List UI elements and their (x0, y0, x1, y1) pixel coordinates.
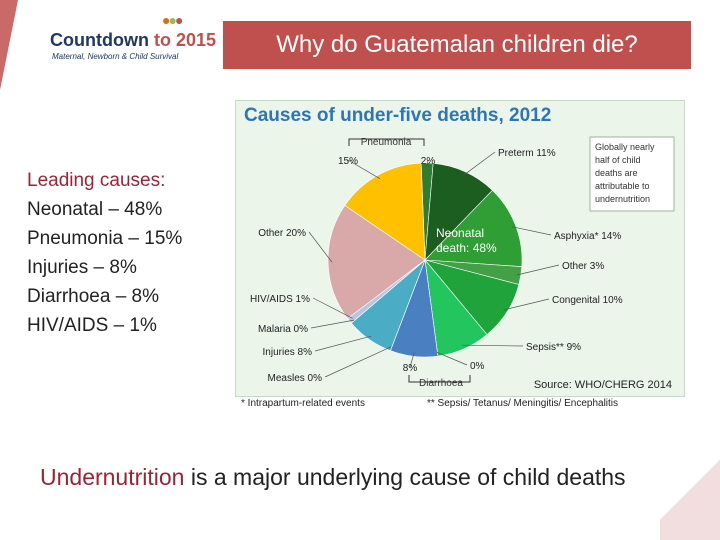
slice-label: Malaria 0% (258, 324, 308, 335)
undernutrition-statement: Undernutrition is a major underlying cau… (40, 460, 680, 494)
corner-decoration-bottom (660, 440, 720, 540)
chart-panel: Causes of under-five deaths, 2012 Pneumo… (235, 100, 685, 397)
leader-line (347, 159, 381, 179)
leading-cause-item: Neonatal – 48% (27, 199, 163, 220)
chart-source: Source: WHO/CHERG 2014 (534, 379, 672, 391)
leader-line (511, 226, 552, 236)
leading-causes: Leading causes: Neonatal – 48% Pneumonia… (27, 166, 182, 340)
slice-label: Other 20% (258, 228, 306, 239)
corner-decoration (0, 0, 18, 90)
leader-line (409, 352, 415, 368)
slice-label: Preterm 11% (498, 148, 556, 159)
slice-label: Other 3% (562, 261, 604, 272)
leader-line (324, 346, 392, 378)
slice-label: Asphyxia* 14% (554, 231, 621, 242)
leading-causes-heading: Leading causes: (27, 170, 166, 191)
neonatal-group-label: Neonatal death: 48% (436, 226, 497, 255)
slice-label: 15% (338, 156, 358, 167)
slice-label: Measles 0% (268, 373, 323, 384)
logo-main-text: Countdown to 2015 (50, 30, 217, 50)
undernutrition-highlight: Undernutrition (40, 464, 185, 490)
leader-line (426, 159, 429, 168)
slice-label: 8% (403, 363, 418, 374)
leading-cause-item: HIV/AIDS – 1% (27, 315, 157, 336)
pie-slice-preterm (424, 163, 493, 261)
slice-label: 2% (421, 156, 436, 167)
slice-label: 0% (470, 361, 485, 372)
slice-label: Congenital 10% (552, 295, 623, 306)
footnote-intrapartum: * Intrapartum-related events (241, 398, 365, 409)
countdown-logo: ●●● Countdown to 2015 Maternal, Newborn … (50, 12, 216, 62)
leader-line (516, 264, 560, 276)
slide-title-text: Why do Guatemalan children die? (276, 31, 638, 58)
pneumonia-bracket (348, 138, 425, 146)
leading-cause-item: Injuries – 8% (27, 257, 137, 278)
logo-figures-icon: ●●● (162, 12, 184, 28)
leader-line (436, 351, 468, 366)
pie-slice-asphyxia (424, 189, 523, 267)
footnote-sepsis: ** Sepsis/ Tetanus/ Meningitis/ Encephal… (427, 398, 619, 409)
leader-line (310, 319, 355, 329)
slice-label: Injuries 8% (263, 347, 313, 358)
slice-label: Sepsis** 9% (526, 342, 581, 353)
diarrhoea-bracket (408, 375, 471, 383)
leader-line (462, 344, 524, 347)
leading-cause-item: Pneumonia – 15% (27, 228, 183, 249)
chart-title: Causes of under-five deaths, 2012 (244, 105, 552, 126)
slide-title: Why do Guatemalan children die? (223, 21, 691, 69)
leader-line (463, 151, 496, 176)
leading-cause-item: Diarrhoea – 8% (27, 286, 160, 307)
pie-slice-other (327, 205, 426, 319)
pie-slice-pneumonia (344, 162, 426, 261)
logo-subtitle: Maternal, Newborn & Child Survival (52, 52, 179, 61)
leader-line (312, 297, 353, 319)
pneumonia-bracket-label: Pneumonia (361, 137, 412, 148)
note-box (589, 136, 675, 212)
slice-label: HIV/AIDS 1% (250, 294, 310, 305)
undernutrition-note: Globally nearly half of child deaths are at… (595, 142, 655, 204)
leader-line (314, 335, 372, 352)
undernutrition-rest: is a major underlying cause of child dea… (184, 464, 626, 490)
pie-chart: Pneumonia Diarrhoea Neonatal death: 48% G… (250, 136, 675, 391)
diarrhoea-bracket-label: Diarrhoea (419, 378, 463, 389)
leader-line (308, 231, 333, 263)
leader-line (503, 298, 550, 311)
